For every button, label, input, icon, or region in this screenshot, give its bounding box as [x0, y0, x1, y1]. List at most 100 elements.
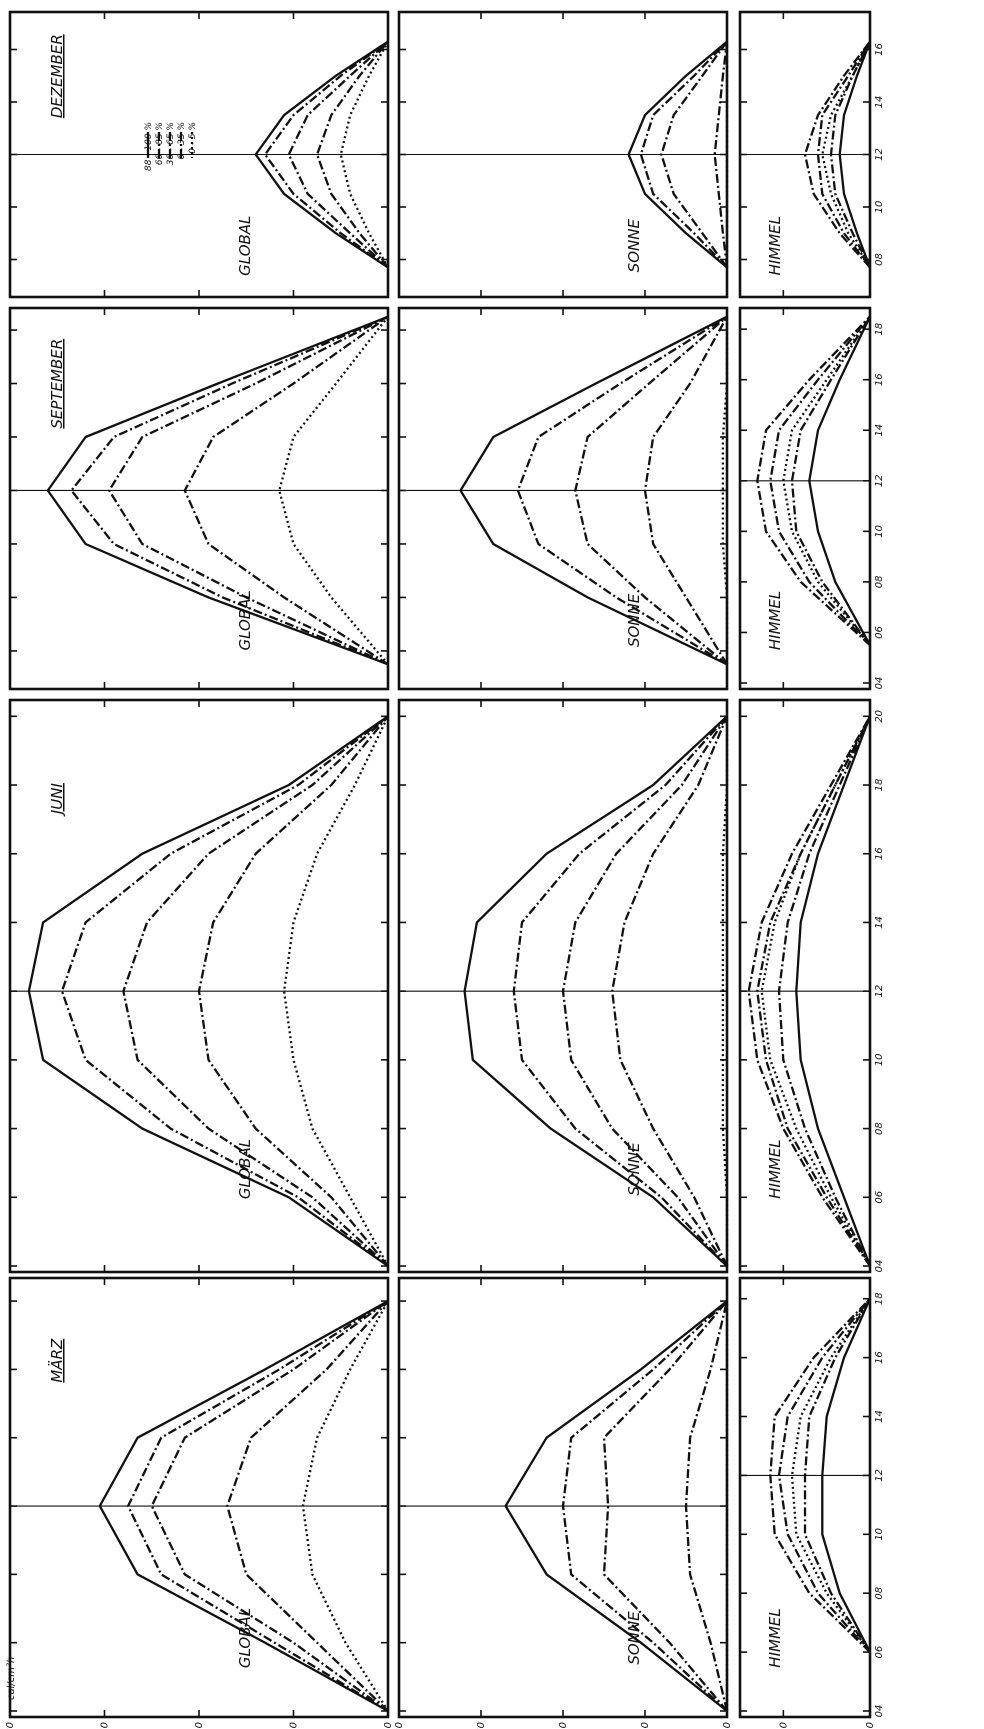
- series-line-5: [721, 316, 729, 665]
- panel-label: HIMMEL: [766, 1139, 784, 1198]
- panel-label: HIMMEL: [766, 216, 784, 275]
- series-line-4: [611, 715, 729, 1267]
- series-line-2: [790, 315, 871, 646]
- x-tick-label: 04: [874, 677, 885, 690]
- panel-label: SONNE: [625, 1611, 643, 1665]
- series-line-1: [254, 40, 389, 269]
- series-line-4: [684, 1300, 729, 1712]
- series-line-1: [46, 315, 389, 666]
- panel-label: GLOBAL: [236, 590, 254, 650]
- x-tick-label: 18: [874, 1292, 885, 1305]
- series-line-4: [803, 40, 871, 269]
- x-tick-label: 04: [874, 1705, 885, 1718]
- month-title: DEZEMBER: [48, 34, 66, 118]
- panel-dezember-global: GLOBAL: [8, 10, 390, 299]
- x-tick-label: 16: [874, 1351, 885, 1364]
- panel-juni-himmel: 04 06 08 10 12 14 16 18 20 HIMMEL: [738, 698, 885, 1274]
- x-tick-label: 18: [874, 779, 885, 792]
- series-line-4: [183, 315, 389, 666]
- legend: 88 - 100 % 66 - 85 % 36 - 65 % 6 - 35 % 0 - …: [144, 122, 198, 171]
- series-line-1: [98, 1300, 389, 1713]
- x-tick-label: 08: [874, 1122, 885, 1135]
- panel-frame: [397, 306, 729, 691]
- panel-label: HIMMEL: [766, 591, 784, 650]
- legend-label: 88 - 100 %: [144, 122, 154, 171]
- series-line-1: [795, 715, 872, 1267]
- y-tick-label: 0: [722, 1722, 733, 1728]
- month-title: JUNI: [48, 783, 66, 818]
- series-line-4: [643, 316, 729, 665]
- series-line-3: [777, 1297, 871, 1653]
- panel-märz-sonne: 0 20 40 60 80 SONNE: [394, 1276, 733, 1729]
- x-tick-label: 08: [874, 253, 885, 266]
- x-tick-label: 10: [874, 525, 885, 538]
- y-tick-label: 0: [383, 1722, 394, 1728]
- x-tick-label: 06: [874, 1646, 885, 1659]
- series-line-3: [816, 40, 871, 269]
- panel-label: SONNE: [625, 1142, 643, 1196]
- series-line-1: [463, 715, 728, 1267]
- x-tick-label: 08: [874, 576, 885, 589]
- panel-frame: [8, 306, 390, 691]
- series-line-3: [574, 315, 728, 666]
- y-tick-label: 40: [558, 1722, 569, 1729]
- panel-september-sonne: SONNE: [397, 306, 729, 691]
- panel-dezember-sonne: SONNE: [397, 10, 729, 299]
- series-line-3: [122, 715, 389, 1267]
- chart-root: 0 20 40 60 80 GLOBAL 0 20 40 60 80 SONNE 04 06 08 10 12 1…: [5, 10, 885, 1729]
- x-tick-label: 20: [874, 710, 885, 723]
- series-line-1: [459, 315, 728, 666]
- x-tick-label: 04: [874, 1260, 885, 1273]
- panel-label: GLOBAL: [236, 216, 254, 276]
- series-line-1: [808, 316, 872, 646]
- series-line-1: [821, 1298, 872, 1653]
- x-tick-label: 10: [874, 1528, 885, 1541]
- y-unit-label: cal/cm²h: [6, 1657, 17, 1700]
- series-line-3: [756, 715, 872, 1267]
- panel-frame: [397, 698, 729, 1274]
- series-line-1: [627, 40, 728, 269]
- x-tick-label: 16: [874, 373, 885, 386]
- series-line-5: [721, 716, 729, 1266]
- x-tick-label: 12: [874, 985, 885, 998]
- series-line-2: [126, 1300, 389, 1712]
- panel-frame: [8, 1276, 390, 1719]
- x-tick-label: 06: [874, 626, 885, 639]
- x-tick-label: 12: [874, 474, 885, 487]
- x-tick-label: 14: [874, 1410, 885, 1423]
- x-tick-label: 12: [874, 1469, 885, 1482]
- series-line-3: [108, 315, 389, 666]
- x-tick-label: 14: [874, 916, 885, 929]
- x-tick-label: 08: [874, 1587, 885, 1600]
- series-line-2: [60, 715, 389, 1267]
- panel-juni-sonne: SONNE: [397, 698, 729, 1274]
- series-line-4: [769, 1297, 871, 1653]
- series-line-1: [504, 1300, 728, 1712]
- series-line-5: [282, 715, 390, 1267]
- y-tick-label: 40: [194, 1722, 205, 1729]
- series-line-2: [561, 1300, 728, 1712]
- panel-label: SONNE: [625, 219, 643, 273]
- y-tick-label: 60: [100, 1722, 111, 1729]
- series-line-4: [226, 1300, 389, 1712]
- panel-label: GLOBAL: [236, 1139, 254, 1199]
- series-line-2: [803, 1298, 871, 1653]
- panel-september-global: GLOBAL: [8, 306, 390, 691]
- panel-label: SONNE: [625, 593, 643, 647]
- y-tick-label: 20: [289, 1722, 300, 1729]
- panel-märz-global: 0 20 40 60 80 GLOBAL: [5, 1276, 394, 1729]
- series-line-3: [769, 315, 871, 646]
- series-line-5: [821, 41, 872, 269]
- x-tick-label: 14: [874, 96, 885, 109]
- legend-label: 66 - 85 %: [155, 122, 165, 165]
- y-tick-label: 80: [5, 1722, 16, 1729]
- series-line-4: [747, 715, 872, 1267]
- month-title: MÄRZ: [47, 1338, 66, 1383]
- x-tick-label: 06: [874, 1191, 885, 1204]
- y-tick-label: 80: [394, 1722, 405, 1729]
- x-tick-label: 10: [874, 201, 885, 214]
- series-line-3: [602, 1300, 728, 1712]
- series-line-3: [660, 40, 728, 269]
- x-tick-label: 18: [874, 323, 885, 336]
